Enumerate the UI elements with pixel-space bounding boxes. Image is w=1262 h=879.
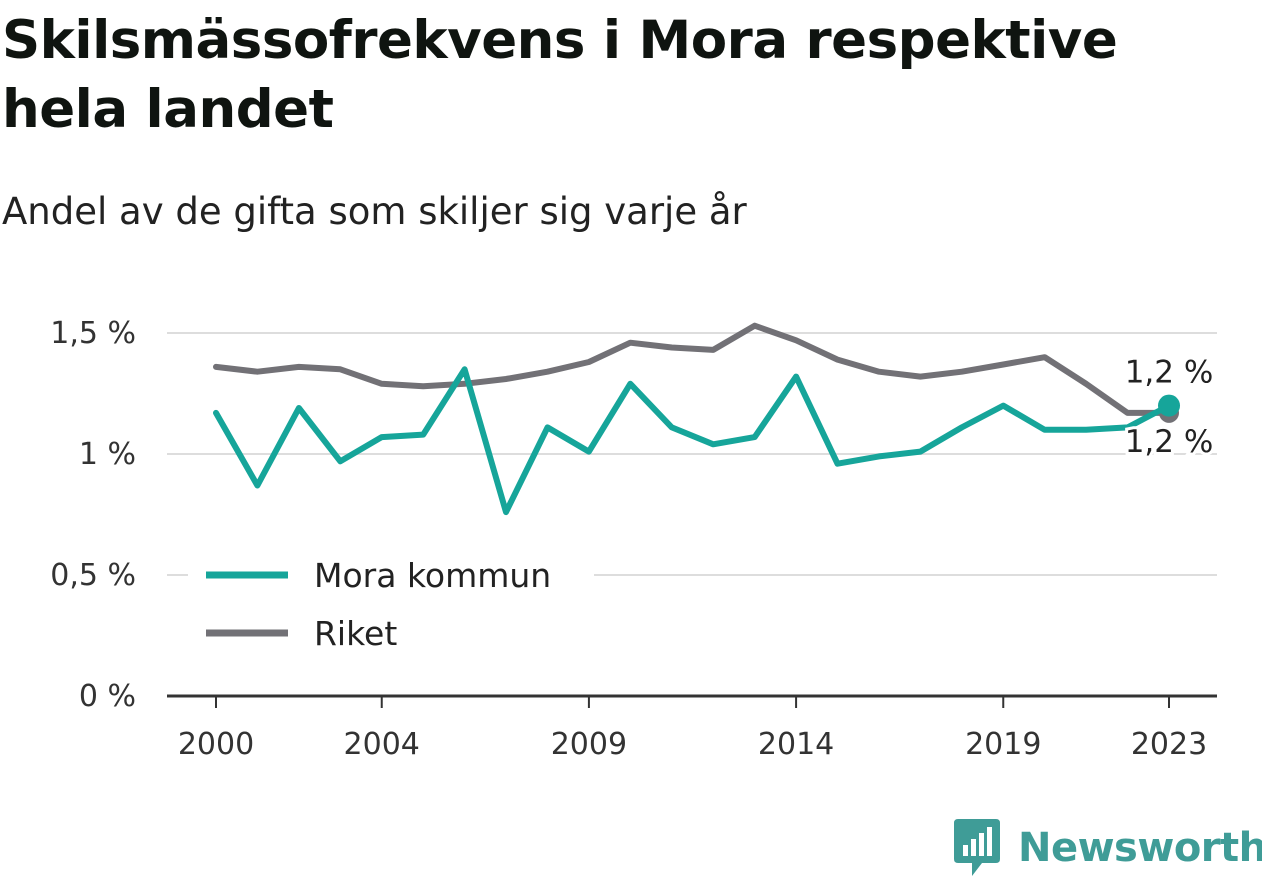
y-tick-label: 1 % [79,437,136,472]
series-line-mora-kommun [213,366,1172,516]
x-tick-label: 2004 [344,727,420,762]
series-end-point-mora-kommun [1158,394,1180,417]
x-tick-label: 2019 [965,727,1041,762]
series-line-riket [213,322,1172,416]
legend-label-riket: Riket [314,614,397,653]
newsworthy-logo-icon [954,819,1000,876]
end-label-mora-kommun: 1,2 % [1125,355,1214,391]
y-tick-label: 1,5 % [50,316,136,351]
chart-title: Skilsmässofrekvens i Mora respektive hel… [2,10,1118,140]
line-chart: 0 % 0,5 % 1 % 1,5 % 2000 2004 2009 2014 2019 202… [50,316,1217,762]
brand-name: Newsworthy [1018,825,1262,871]
legend-label-mora-kommun: Mora kommun [314,556,551,595]
x-tick-label: 2000 [178,727,254,762]
x-tick-label: 2023 [1131,727,1207,762]
chart-subtitle: Andel av de gifta som skiljer sig varje … [2,190,747,233]
x-tick-label: 2009 [551,727,627,762]
x-tick-label: 2014 [758,727,834,762]
y-tick-label: 0,5 % [50,558,136,593]
newsworthy-brand[interactable]: Newsworthy [952,818,1262,878]
end-label-riket: 1,2 % [1125,424,1214,460]
y-tick-label: 0 % [79,679,136,714]
